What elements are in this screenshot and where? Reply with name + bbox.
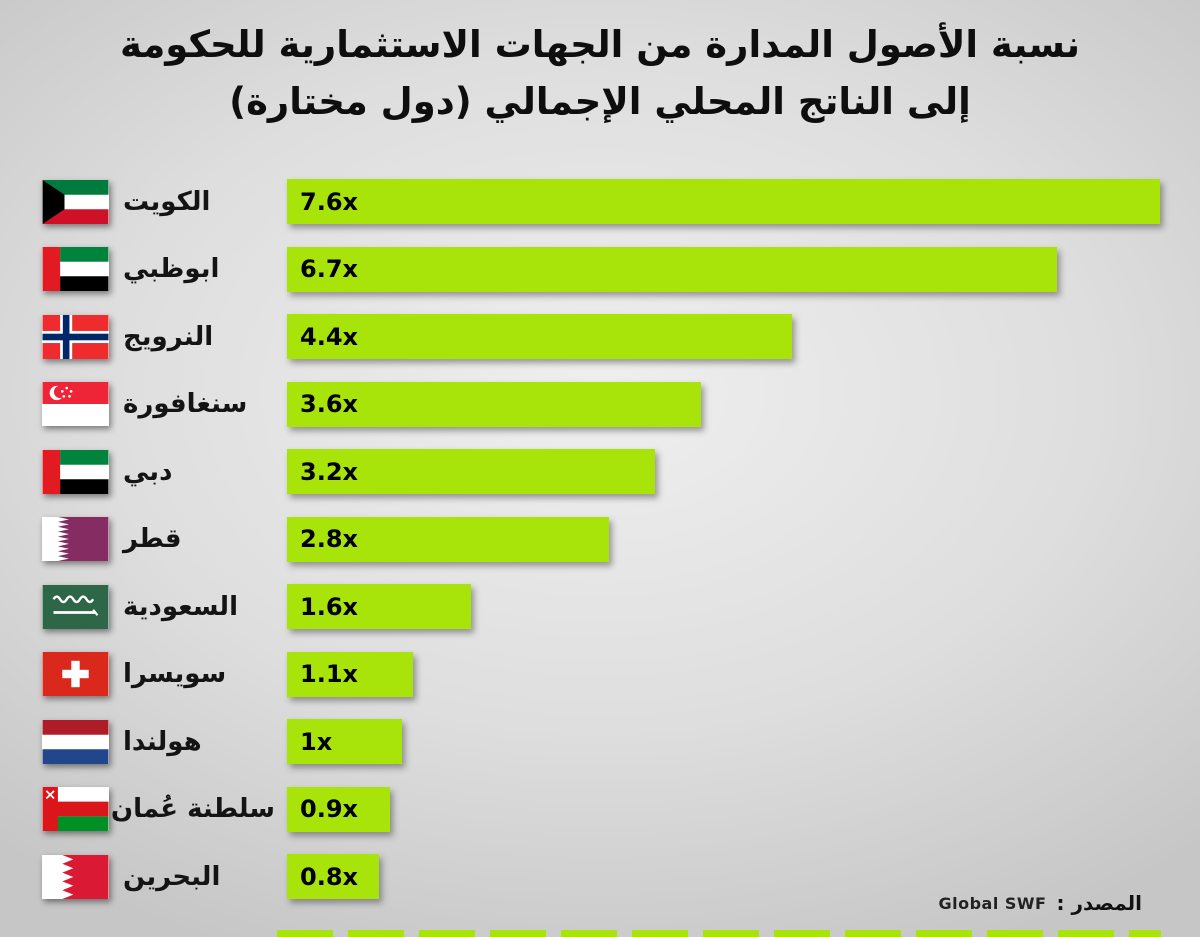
bar-track: 1.6x	[287, 584, 1160, 630]
country-label: السعودية	[123, 591, 238, 622]
chart-row: الكويت 7.6x	[0, 168, 1200, 236]
country-label: سويسرا	[123, 659, 227, 690]
chart-title-line2: إلى الناتج المحلي الإجمالي (دول مختارة)	[229, 80, 971, 124]
country-label: سنغافورة	[123, 389, 248, 420]
country-label: الكويت	[123, 186, 211, 217]
bar-track: 3.6x	[287, 381, 1160, 427]
saudi-arabia-flag-icon	[42, 584, 109, 629]
chart-title-line1: نسبة الأصول المدارة من الجهات الاستثماري…	[119, 23, 1081, 66]
kuwait-flag-icon	[42, 179, 109, 224]
source-value: Global SWF	[938, 893, 1047, 913]
dubai-flag-icon	[42, 449, 109, 494]
chart-row: سنغافورة 3.6x	[0, 371, 1200, 439]
chart-row: سويسرا 1.1x	[0, 641, 1200, 709]
chart-row: البحرين 0.8x	[0, 843, 1200, 911]
bar-value-label: 4.4x	[300, 322, 358, 351]
bar-value-label: 6.7x	[300, 255, 358, 284]
bar-track: 1.1x	[287, 651, 1160, 697]
source-label: المصدر :	[1056, 891, 1142, 915]
bar-kuwait: 7.6x	[287, 179, 1160, 225]
country-label: ابوظبي	[123, 254, 220, 285]
country-label: سلطنة عُمان	[110, 794, 275, 825]
bar-value-label: 1x	[300, 727, 333, 756]
abu-dhabi-flag-icon	[42, 247, 109, 292]
bottom-dashed-strip	[277, 930, 1161, 937]
chart-title: نسبة الأصول المدارة من الجهات الاستثماري…	[0, 0, 1200, 131]
chart-row: ابوظبي 6.7x	[0, 236, 1200, 304]
bar-track: 0.9x	[287, 786, 1160, 832]
bar-value-label: 7.6x	[300, 187, 358, 216]
bar-value-label: 1.1x	[300, 660, 358, 689]
bar-track: 0.8x	[287, 854, 1160, 900]
bar-bahrain: 0.8x	[287, 854, 379, 900]
bar-dubai: 3.2x	[287, 449, 655, 495]
qatar-flag-icon	[42, 517, 109, 562]
bar-value-label: 0.9x	[300, 795, 358, 824]
chart-row: دبي 3.2x	[0, 438, 1200, 506]
bar-value-label: 1.6x	[300, 592, 358, 621]
chart-row: سلطنة عُمان 0.9x	[0, 776, 1200, 844]
singapore-flag-icon	[42, 382, 109, 427]
chart-row: النرويج 4.4x	[0, 303, 1200, 371]
chart-row: السعودية 1.6x	[0, 573, 1200, 641]
country-label: النرويج	[123, 321, 214, 352]
country-label: قطر	[123, 524, 182, 555]
country-label: هولندا	[123, 726, 202, 757]
bar-norway: 4.4x	[287, 314, 793, 360]
bar-track: 6.7x	[287, 246, 1160, 292]
switzerland-flag-icon	[42, 652, 109, 697]
oman-flag-icon	[42, 787, 109, 832]
chart-row: قطر 2.8x	[0, 506, 1200, 574]
bahrain-flag-icon	[42, 854, 109, 899]
norway-flag-icon	[42, 314, 109, 359]
bar-value-label: 2.8x	[300, 525, 358, 554]
country-label: دبي	[123, 456, 173, 487]
bar-abu-dhabi: 6.7x	[287, 246, 1057, 292]
source-note: المصدر : Global SWF	[938, 891, 1142, 915]
bar-track: 2.8x	[287, 516, 1160, 562]
bar-track: 3.2x	[287, 449, 1160, 495]
bar-track: 4.4x	[287, 314, 1160, 360]
bar-chart: الكويت 7.6x ابوظبي 6.7x النرويج 4.4x سنغافورة 3…	[0, 168, 1200, 911]
bar-switzerland: 1.1x	[287, 651, 414, 697]
bar-qatar: 2.8x	[287, 516, 609, 562]
bar-track: 7.6x	[287, 179, 1160, 225]
bar-value-label: 3.6x	[300, 390, 358, 419]
bar-track: 1x	[287, 719, 1160, 765]
country-label: البحرين	[123, 861, 221, 892]
bar-netherlands: 1x	[287, 719, 402, 765]
chart-row: هولندا 1x	[0, 708, 1200, 776]
bar-value-label: 0.8x	[300, 862, 358, 891]
bar-singapore: 3.6x	[287, 381, 701, 427]
netherlands-flag-icon	[42, 719, 109, 764]
bar-saudi-arabia: 1.6x	[287, 584, 471, 630]
bar-value-label: 3.2x	[300, 457, 358, 486]
bar-oman: 0.9x	[287, 786, 391, 832]
